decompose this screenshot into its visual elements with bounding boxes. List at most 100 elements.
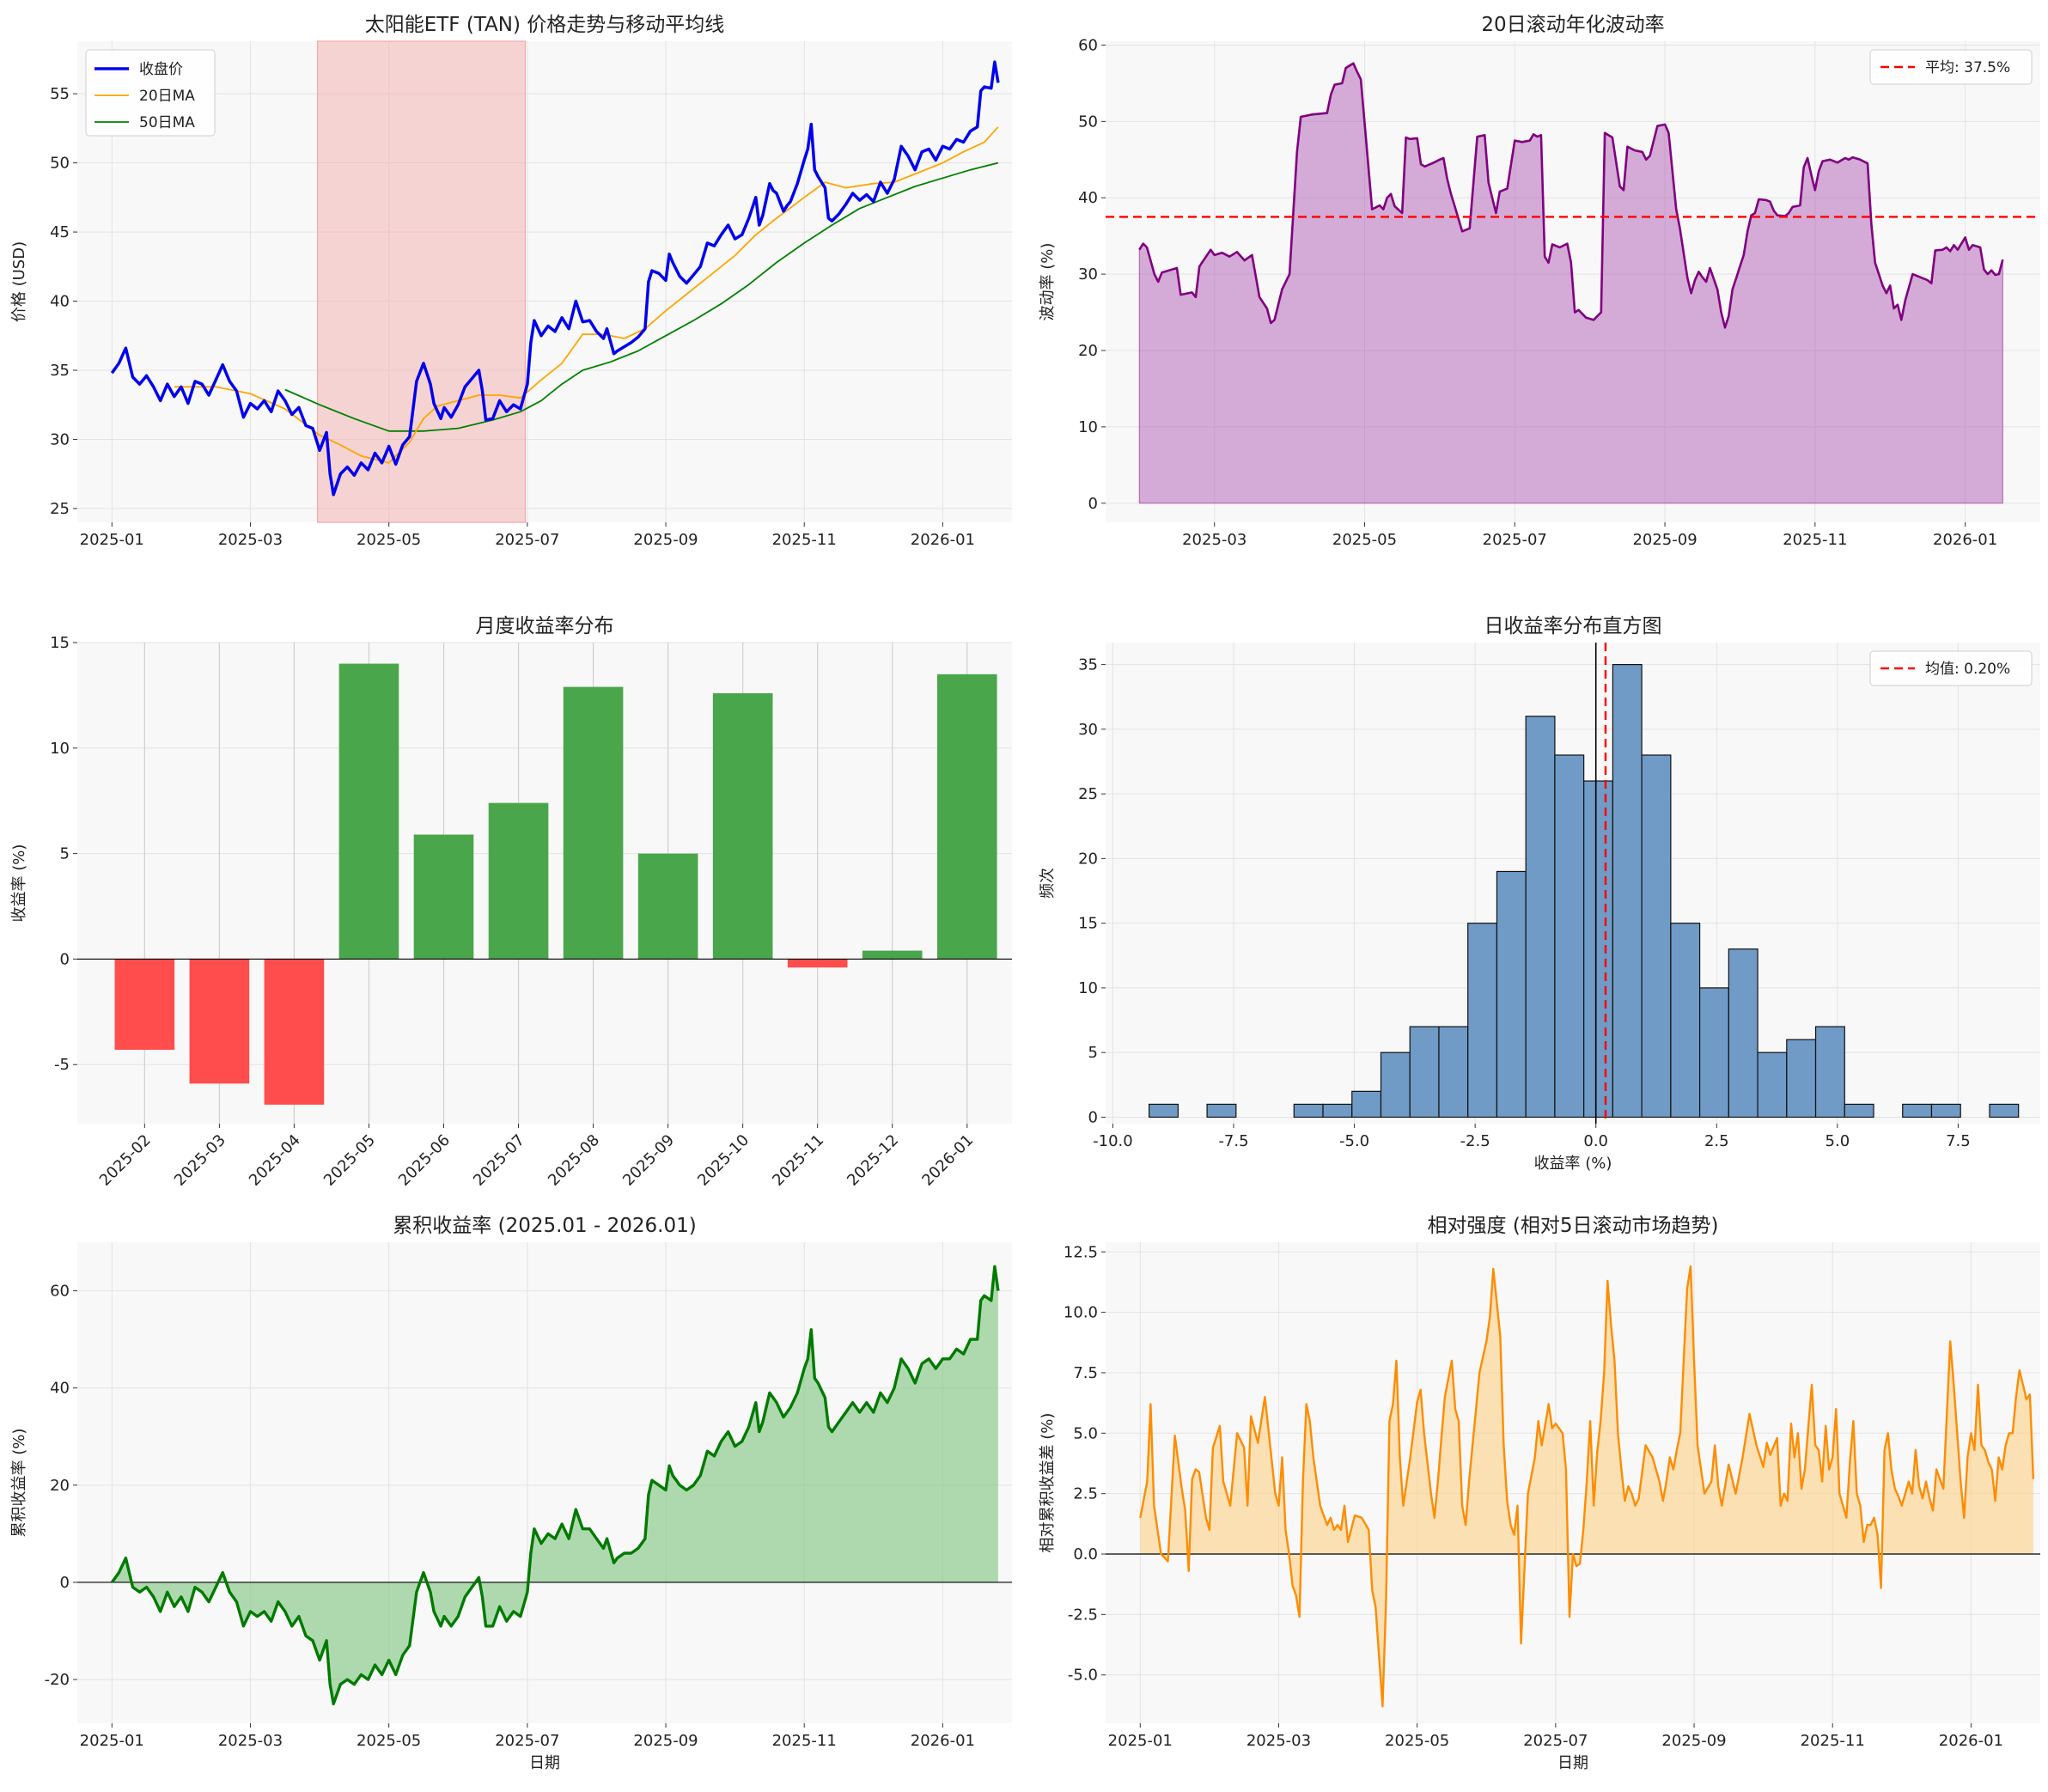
panel-title: 太阳能ETF (TAN) 价格走势与移动平均线 bbox=[365, 14, 725, 36]
y-axis-label: 波动率 (%) bbox=[1039, 243, 1057, 321]
y-tick-label: 40 bbox=[50, 293, 70, 311]
x-tick-label: 2025-07 bbox=[495, 531, 559, 549]
y-tick-label: 0 bbox=[1088, 495, 1098, 513]
bar-2025-04 bbox=[264, 959, 325, 1105]
x-tick-label: 2025-03 bbox=[1246, 1732, 1311, 1750]
y-tick-label: 45 bbox=[50, 223, 70, 241]
y-axis-label: 价格 (USD) bbox=[10, 241, 28, 322]
x-tick-label: 2025-03 bbox=[218, 531, 283, 549]
x-tick-label: 2025-03 bbox=[1182, 531, 1246, 549]
legend-label: 50日MA bbox=[139, 114, 195, 131]
y-tick-label: 15 bbox=[50, 634, 70, 652]
x-tick-label: -7.5 bbox=[1218, 1132, 1248, 1150]
x-tick-label: 2025-11 bbox=[1801, 1732, 1865, 1750]
y-tick-label: 25 bbox=[1078, 785, 1098, 803]
histogram-bar bbox=[1814, 1026, 1845, 1118]
histogram-bar bbox=[1525, 716, 1556, 1118]
x-tick-label: 2025-09 bbox=[1661, 1732, 1726, 1750]
y-tick-label: 60 bbox=[1078, 36, 1098, 54]
ticks: 0 10 20 30 40 50 60 2025-03 2025-05 2025-07 2025-0… bbox=[1078, 36, 1997, 549]
ticks: -5.0 -2.5 0.0 2.5 5.0 7.5 10.0 12.5 2025-01 2025-… bbox=[1064, 1243, 2003, 1750]
series-line bbox=[110, 1265, 1000, 1706]
y-tick-label: 30 bbox=[1078, 265, 1098, 283]
bar-2025-08 bbox=[563, 686, 624, 960]
y-tick-label: 12.5 bbox=[1064, 1243, 1098, 1261]
histogram-bar bbox=[1554, 754, 1585, 1118]
x-tick-label: 2025-05 bbox=[1385, 1732, 1449, 1750]
x-tick-label: 2025-01 bbox=[1108, 1732, 1173, 1750]
panel-title: 月度收益率分布 bbox=[476, 615, 614, 637]
bar-2025-02 bbox=[114, 959, 175, 1051]
x-tick-label: 2025-01 bbox=[80, 531, 144, 549]
y-tick-label: 40 bbox=[1078, 189, 1098, 207]
panel-cum: 累积收益率 (2025.01 - 2026.01) 累积收益率 (%) 日期 -20 0… bbox=[10, 1215, 1012, 1772]
x-tick-label: 2026-01 bbox=[911, 531, 975, 549]
histogram-bar bbox=[1322, 1103, 1353, 1118]
histogram-bar bbox=[1293, 1103, 1324, 1118]
x-tick-label: -5.0 bbox=[1339, 1132, 1369, 1150]
x-tick-label: 2026-01 bbox=[1939, 1732, 2003, 1750]
bar-2025-07 bbox=[488, 802, 549, 960]
bar-2025-12 bbox=[862, 950, 923, 960]
x-tick-label: 2025-11 bbox=[1783, 531, 1847, 549]
bars bbox=[114, 663, 997, 1105]
x-tick-label: 2025-11 bbox=[772, 1732, 837, 1750]
histogram-bar bbox=[1467, 923, 1498, 1118]
x-tick-label: -10.0 bbox=[1093, 1132, 1133, 1150]
x-tick-label: 2.5 bbox=[1704, 1132, 1729, 1150]
x-axis-label: 日期 bbox=[1557, 1754, 1588, 1772]
histogram-bar bbox=[1728, 948, 1758, 1118]
ticks: 0 5 10 15 20 25 30 35 -10.0 -7.5 -5.0 -2.5 0.0 2.5 5.0… bbox=[1078, 656, 1971, 1150]
histogram-bar bbox=[1844, 1103, 1874, 1118]
series-line-50日MA bbox=[284, 162, 999, 432]
legend-box bbox=[1869, 650, 2033, 686]
histogram-bar bbox=[1583, 780, 1613, 1118]
histogram-bar bbox=[1206, 1103, 1237, 1118]
y-tick-label: 60 bbox=[50, 1283, 70, 1301]
histogram-bar bbox=[1670, 923, 1701, 1118]
bar-2025-11 bbox=[787, 959, 848, 968]
y-tick-label: -2.5 bbox=[1068, 1606, 1098, 1624]
bar-2025-10 bbox=[712, 692, 773, 960]
y-tick-label: 50 bbox=[50, 155, 70, 173]
y-tick-label: 10.0 bbox=[1064, 1304, 1098, 1322]
x-tick-label: 5.0 bbox=[1826, 1132, 1850, 1150]
ticks: -20 0 20 40 60 2025-01 2025-03 2025-05 2025-07 20… bbox=[45, 1283, 975, 1750]
ticks: 25 30 35 40 45 50 55 2025-01 2025-03 2025-05 2025-… bbox=[50, 85, 975, 549]
histogram-bar bbox=[1989, 1103, 2020, 1118]
x-axis-label: 日期 bbox=[529, 1754, 560, 1772]
y-axis-label: 相对累积收益差 (%) bbox=[1039, 1413, 1057, 1553]
x-tick-label: 7.5 bbox=[1946, 1132, 1971, 1150]
y-tick-label: 5 bbox=[60, 845, 70, 863]
legend: 平均: 37.5% bbox=[1869, 49, 2033, 85]
histogram-bar bbox=[1698, 987, 1729, 1118]
y-tick-label: 7.5 bbox=[1073, 1364, 1098, 1382]
plot-area bbox=[77, 41, 1012, 522]
x-tick-label: 2025-05 bbox=[357, 531, 421, 549]
y-tick-label: 25 bbox=[50, 500, 70, 518]
bar-2026-01 bbox=[936, 674, 997, 960]
histogram-bar bbox=[1409, 1026, 1440, 1118]
histogram-bar bbox=[1612, 663, 1643, 1118]
histogram-bars bbox=[1149, 663, 2020, 1118]
panel-title: 日收益率分布直方图 bbox=[1484, 615, 1662, 637]
y-tick-label: -5.0 bbox=[1068, 1667, 1098, 1685]
histogram-bar bbox=[1438, 1026, 1469, 1118]
bar-2025-05 bbox=[338, 663, 399, 960]
histogram-bar bbox=[1496, 870, 1527, 1118]
y-tick-label: 0 bbox=[60, 1574, 70, 1592]
y-tick-label: 35 bbox=[1078, 656, 1098, 674]
x-tick-label: 2025-09 bbox=[633, 531, 698, 549]
series-lines bbox=[110, 60, 1000, 497]
series-line-收盘价 bbox=[110, 60, 1000, 497]
legend-label: 收盘价 bbox=[139, 61, 183, 78]
histogram-bar bbox=[1757, 1051, 1788, 1118]
y-tick-label: 50 bbox=[1078, 113, 1098, 131]
histogram-bar bbox=[1641, 754, 1672, 1118]
legend: 收盘价 20日MA 50日MA bbox=[85, 49, 216, 137]
y-tick-label: 2.5 bbox=[1073, 1485, 1098, 1503]
x-tick-label: 2025-07 bbox=[1483, 531, 1547, 549]
shaded-period bbox=[317, 40, 527, 523]
y-tick-label: 30 bbox=[1078, 721, 1098, 739]
